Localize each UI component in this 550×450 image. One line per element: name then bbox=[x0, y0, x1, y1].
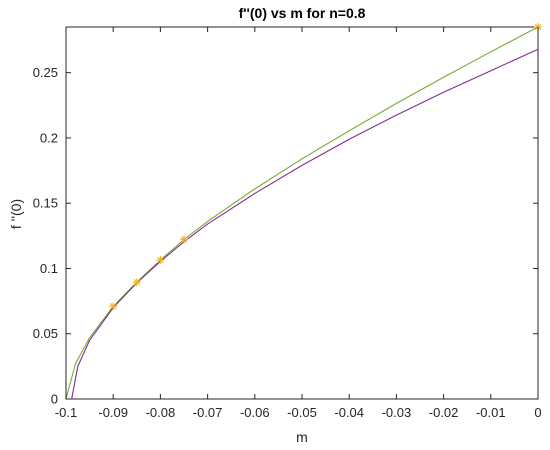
y-tick-label: 0 bbox=[51, 392, 58, 407]
x-tick-label: -0.03 bbox=[382, 405, 412, 420]
axes-box bbox=[65, 26, 539, 400]
x-axis-label: m bbox=[296, 429, 308, 445]
x-tick-label: -0.02 bbox=[429, 405, 459, 420]
data-point-marker bbox=[180, 235, 188, 244]
tick-layer: -0.1 -0.09 -0.08 -0.07 -0.06 -0.05 -0.04 -0.03 -… bbox=[33, 27, 542, 420]
chart-title: f''(0) vs m for n=0.8 bbox=[239, 5, 366, 21]
y-axis-label: f ''(0) bbox=[8, 199, 24, 229]
plot-area: -0.1 -0.09 -0.08 -0.07 -0.06 -0.05 -0.04 -0.03 -… bbox=[33, 23, 542, 420]
y-tick-label: 0.2 bbox=[40, 130, 58, 145]
x-tick-label: -0.04 bbox=[334, 405, 364, 420]
series-line-2 bbox=[71, 48, 539, 400]
x-tick-label: -0.06 bbox=[240, 405, 270, 420]
x-tick-label: -0.07 bbox=[193, 405, 223, 420]
data-point-marker bbox=[109, 302, 118, 311]
x-tick-label: -0.09 bbox=[98, 405, 128, 420]
y-tick-label: 0.05 bbox=[33, 326, 58, 341]
y-tick-label: 0.25 bbox=[33, 65, 58, 80]
series-layer bbox=[65, 26, 539, 400]
x-tick-label: 0 bbox=[534, 405, 541, 420]
series-line-1 bbox=[65, 26, 539, 400]
y-tick-label: 0.15 bbox=[33, 196, 58, 211]
y-tick-label: 0.1 bbox=[40, 261, 58, 276]
data-point-marker bbox=[132, 278, 141, 287]
x-tick-label: -0.05 bbox=[287, 405, 317, 420]
x-tick-label: -0.1 bbox=[55, 405, 77, 420]
x-tick-label: -0.01 bbox=[476, 405, 506, 420]
x-tick-label: -0.08 bbox=[146, 405, 176, 420]
data-point-marker bbox=[156, 255, 165, 264]
